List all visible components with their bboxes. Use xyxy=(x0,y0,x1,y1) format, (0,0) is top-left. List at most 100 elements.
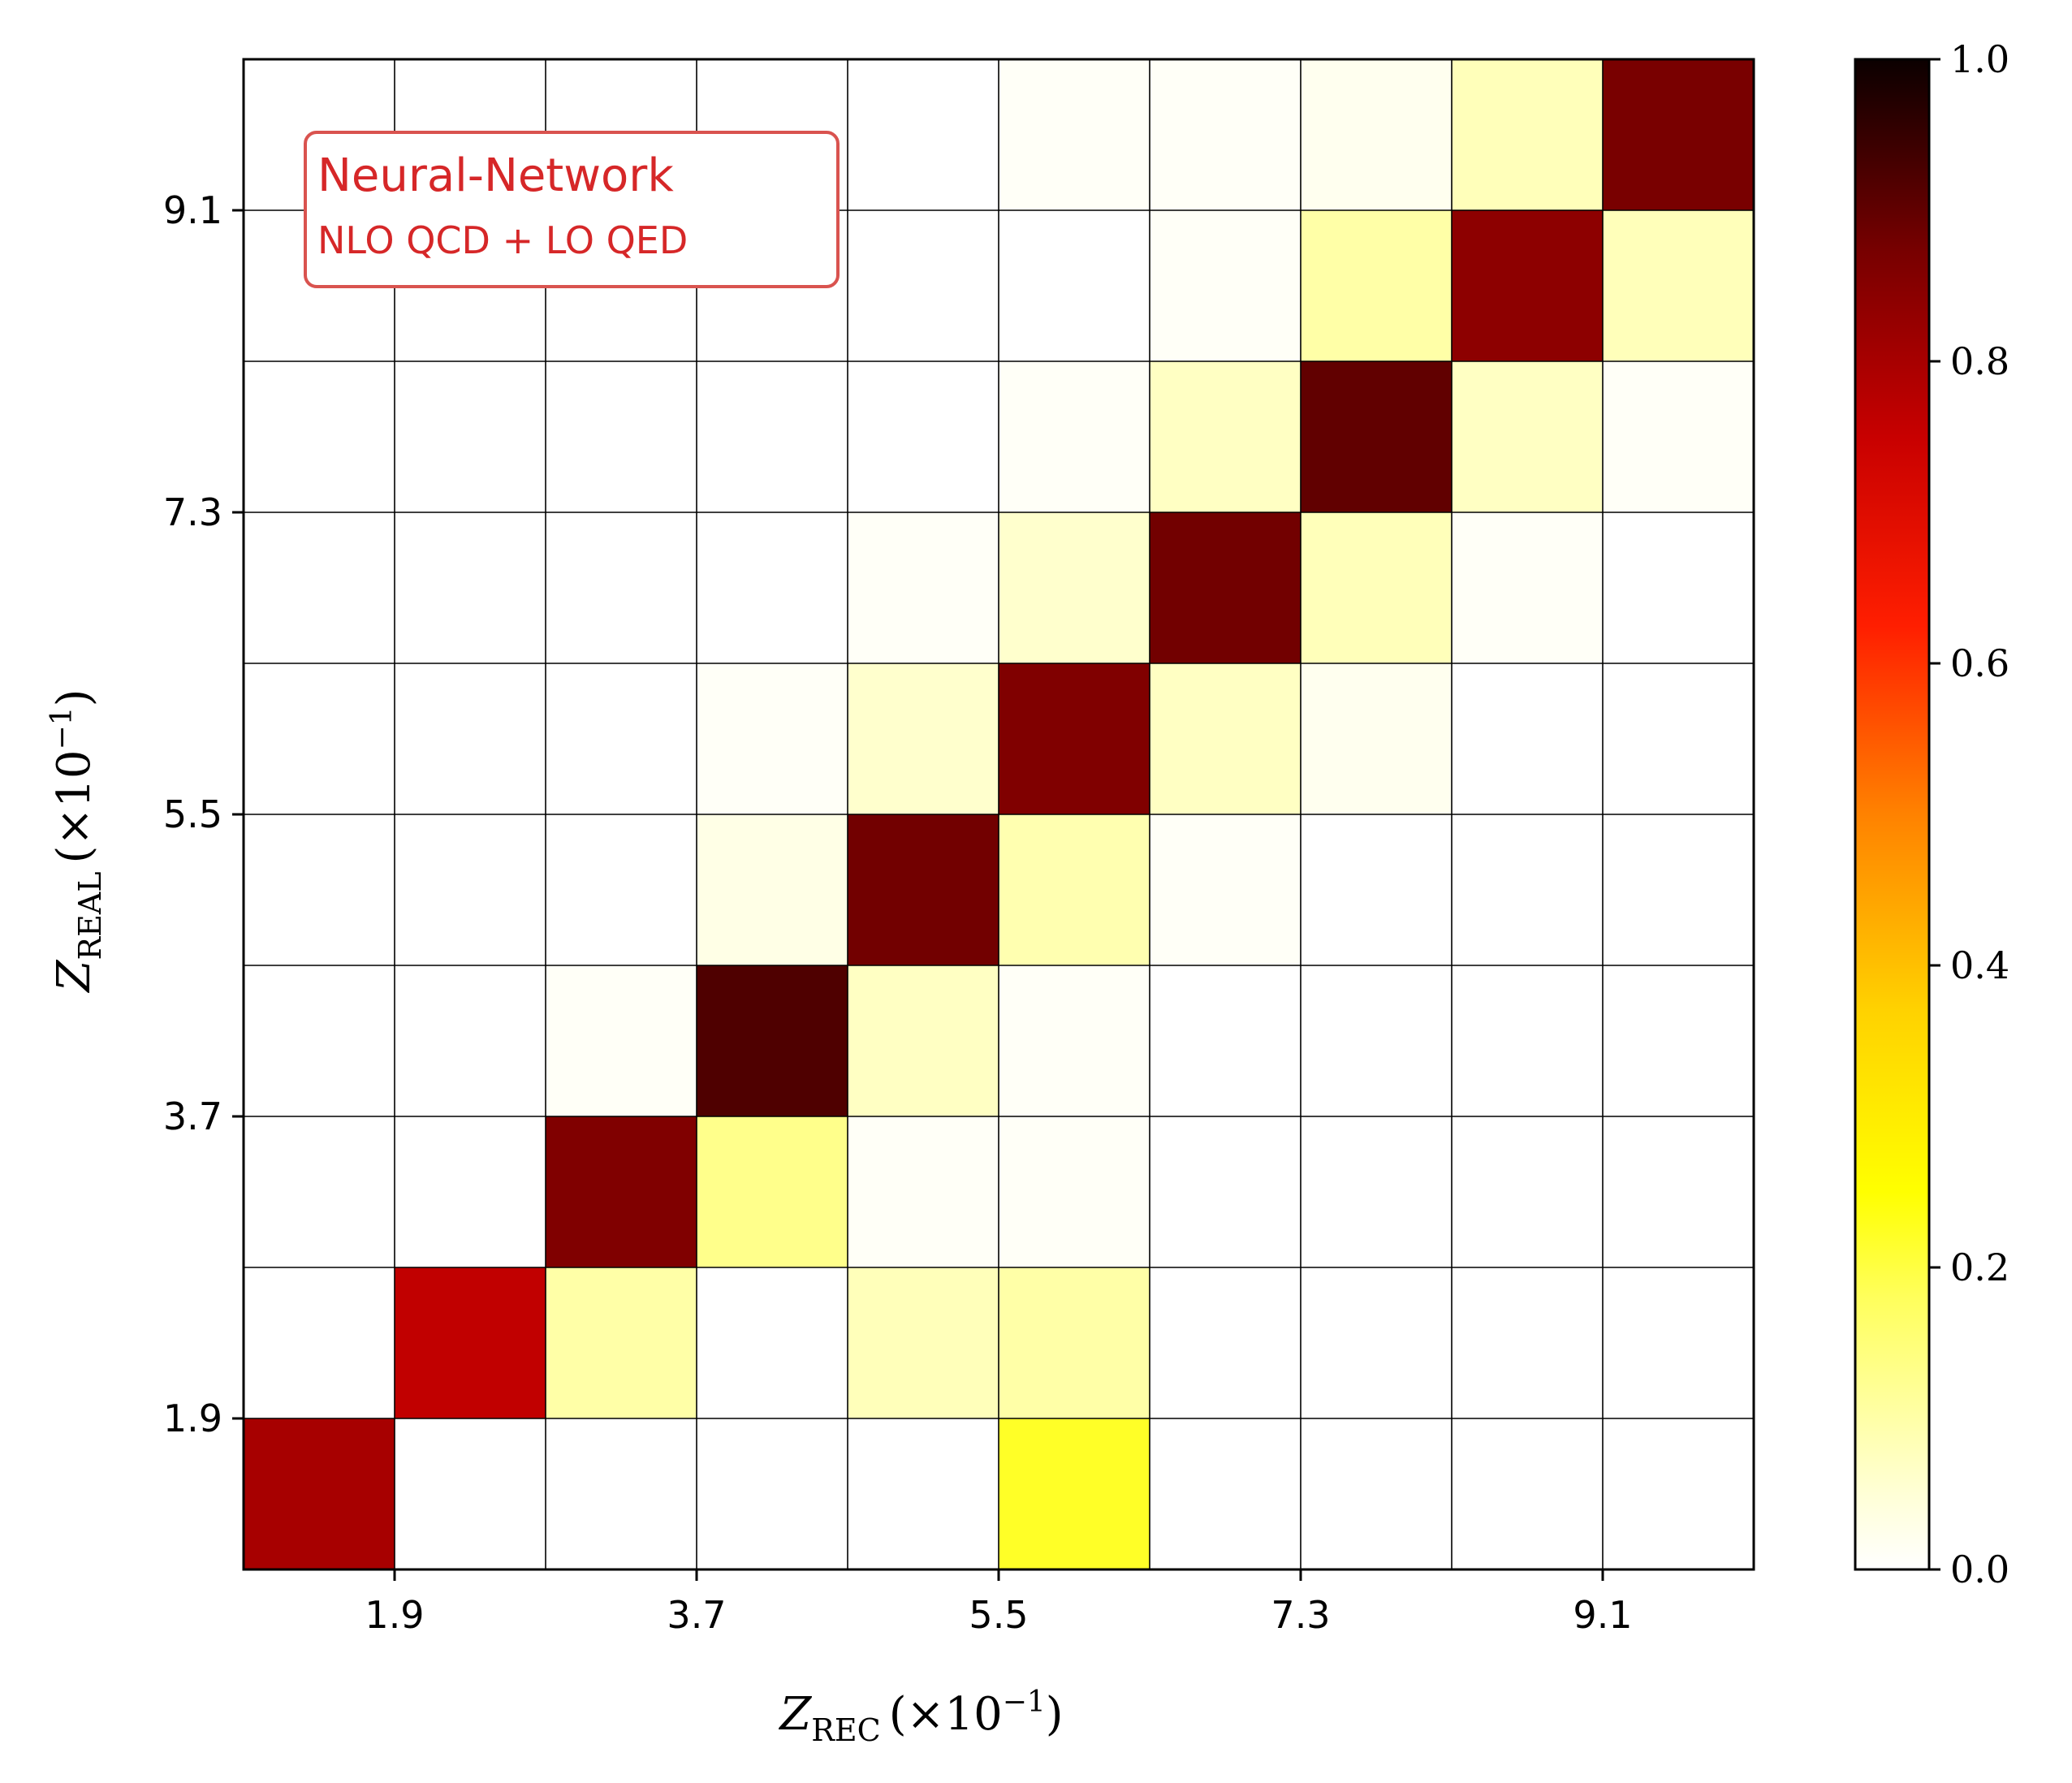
heatmap-cell xyxy=(1150,814,1301,966)
colorbar-gradient xyxy=(1854,58,1931,1571)
y-tick-label: 9.1 xyxy=(163,188,222,232)
heatmap-cell xyxy=(1452,1418,1604,1570)
heatmap-cell xyxy=(1150,59,1301,211)
heatmap-cells xyxy=(244,59,1755,1570)
heatmap-cell xyxy=(244,1116,395,1268)
x-axis-title: ZREC (×10−1) xyxy=(778,1686,1063,1748)
heatmap-cell xyxy=(1452,1116,1604,1268)
heatmap-cell xyxy=(1150,361,1301,513)
y-tick-label: 5.5 xyxy=(163,792,222,836)
heatmap-cell xyxy=(697,1116,848,1268)
heatmap-cell xyxy=(244,512,395,664)
heatmap-cell xyxy=(1301,512,1453,664)
heatmap-cell xyxy=(546,965,697,1117)
heatmap-cell xyxy=(848,1116,999,1268)
heatmap-cell xyxy=(1452,210,1604,362)
heatmap-cell xyxy=(848,1418,999,1570)
heatmap-cell xyxy=(1603,210,1755,362)
heatmap-cell xyxy=(1301,1267,1453,1419)
heatmap-cell xyxy=(546,1418,697,1570)
heatmap-cell xyxy=(848,210,999,362)
heatmap-cell xyxy=(697,663,848,815)
heatmap-cell xyxy=(244,663,395,815)
heatmap-cell xyxy=(1603,512,1755,664)
heatmap-cell xyxy=(1150,965,1301,1117)
x-tick-label: 7.3 xyxy=(1271,1593,1330,1637)
heatmap-cell xyxy=(546,1116,697,1268)
heatmap-cell xyxy=(999,1418,1150,1570)
heatmap-cell xyxy=(1452,361,1604,513)
heatmap-cell xyxy=(1452,663,1604,815)
heatmap-cell xyxy=(395,512,546,664)
grid-lines xyxy=(244,59,1754,1569)
heatmap-cell xyxy=(1603,1418,1755,1570)
heatmap-cell xyxy=(1603,965,1755,1117)
heatmap-cell xyxy=(395,663,546,815)
heatmap-cell xyxy=(848,965,999,1117)
heatmap-cell xyxy=(999,814,1150,966)
heatmap-cell xyxy=(1603,1267,1755,1419)
colorbar-tick-label: 0.2 xyxy=(1950,1246,2009,1289)
colorbar-tick-label: 0.0 xyxy=(1950,1548,2009,1591)
y-tick-label: 3.7 xyxy=(163,1094,222,1138)
heatmap-cell xyxy=(546,512,697,664)
heatmap-cell xyxy=(395,361,546,513)
heatmap-cell xyxy=(546,361,697,513)
heatmap-cell xyxy=(1150,1116,1301,1268)
heatmap-cell xyxy=(244,1418,395,1570)
heatmap-cell xyxy=(999,1267,1150,1419)
heatmap-cell xyxy=(1301,814,1453,966)
heatmap-cell xyxy=(1150,1418,1301,1570)
colorbar: 0.0 0.2 0.4 0.6 0.8 1.0 xyxy=(1854,37,2009,1591)
heatmap-cell xyxy=(1452,1267,1604,1419)
annotation-subtitle: NLO QCD + LO QED xyxy=(317,218,688,262)
heatmap-cell xyxy=(1301,1116,1453,1268)
heatmap-cell xyxy=(1301,361,1453,513)
heatmap-cell xyxy=(1452,814,1604,966)
heatmap-cell xyxy=(999,965,1150,1117)
heatmap-cell xyxy=(1301,1418,1453,1570)
heatmap-cell xyxy=(244,1267,395,1419)
heatmap-cell xyxy=(1150,663,1301,815)
heatmap-cell xyxy=(395,1116,546,1268)
heatmap-cell xyxy=(1301,965,1453,1117)
heatmap-cell xyxy=(546,814,697,966)
heatmap-cell xyxy=(1301,210,1453,362)
heatmap-cell xyxy=(1301,663,1453,815)
heatmap-cell xyxy=(697,814,848,966)
y-axis-ticks: 1.9 3.7 5.5 7.3 9.1 xyxy=(163,188,244,1440)
x-tick-label: 5.5 xyxy=(969,1593,1028,1637)
heatmap-cell xyxy=(395,965,546,1117)
colorbar-tick-label: 0.6 xyxy=(1950,641,2009,685)
heatmap-cell xyxy=(244,965,395,1117)
heatmap-cell xyxy=(1150,512,1301,664)
heatmap-cell xyxy=(999,59,1150,211)
heatmap-cell xyxy=(697,1267,848,1419)
y-axis-title: ZREAL(×10−1) xyxy=(45,689,108,994)
heatmap-cell xyxy=(848,814,999,966)
heatmap-cell xyxy=(697,512,848,664)
heatmap-cell xyxy=(999,512,1150,664)
heatmap-cell xyxy=(999,210,1150,362)
heatmap-cell xyxy=(999,1116,1150,1268)
y-tick-label: 7.3 xyxy=(163,490,222,534)
heatmap-cell xyxy=(395,1418,546,1570)
x-tick-label: 3.7 xyxy=(667,1593,726,1637)
annotation-box: Neural-Network NLO QCD + LO QED xyxy=(304,131,840,288)
x-tick-label: 1.9 xyxy=(365,1593,424,1637)
heatmap-cell xyxy=(848,512,999,664)
heatmap-cell xyxy=(395,1267,546,1419)
heatmap-cell xyxy=(999,663,1150,815)
heatmap-cell xyxy=(697,361,848,513)
heatmap-cell xyxy=(1301,59,1453,211)
heatmap-cell xyxy=(244,814,395,966)
heatmap-cell xyxy=(1150,1267,1301,1419)
heatmap-cell xyxy=(697,965,848,1117)
x-axis-ticks: 1.9 3.7 5.5 7.3 9.1 xyxy=(365,1569,1633,1637)
heatmap-cell xyxy=(546,1267,697,1419)
heatmap-cell xyxy=(1603,361,1755,513)
heatmap-cell xyxy=(1603,59,1755,211)
heatmap-cell xyxy=(244,361,395,513)
heatmap-cell xyxy=(1452,965,1604,1117)
